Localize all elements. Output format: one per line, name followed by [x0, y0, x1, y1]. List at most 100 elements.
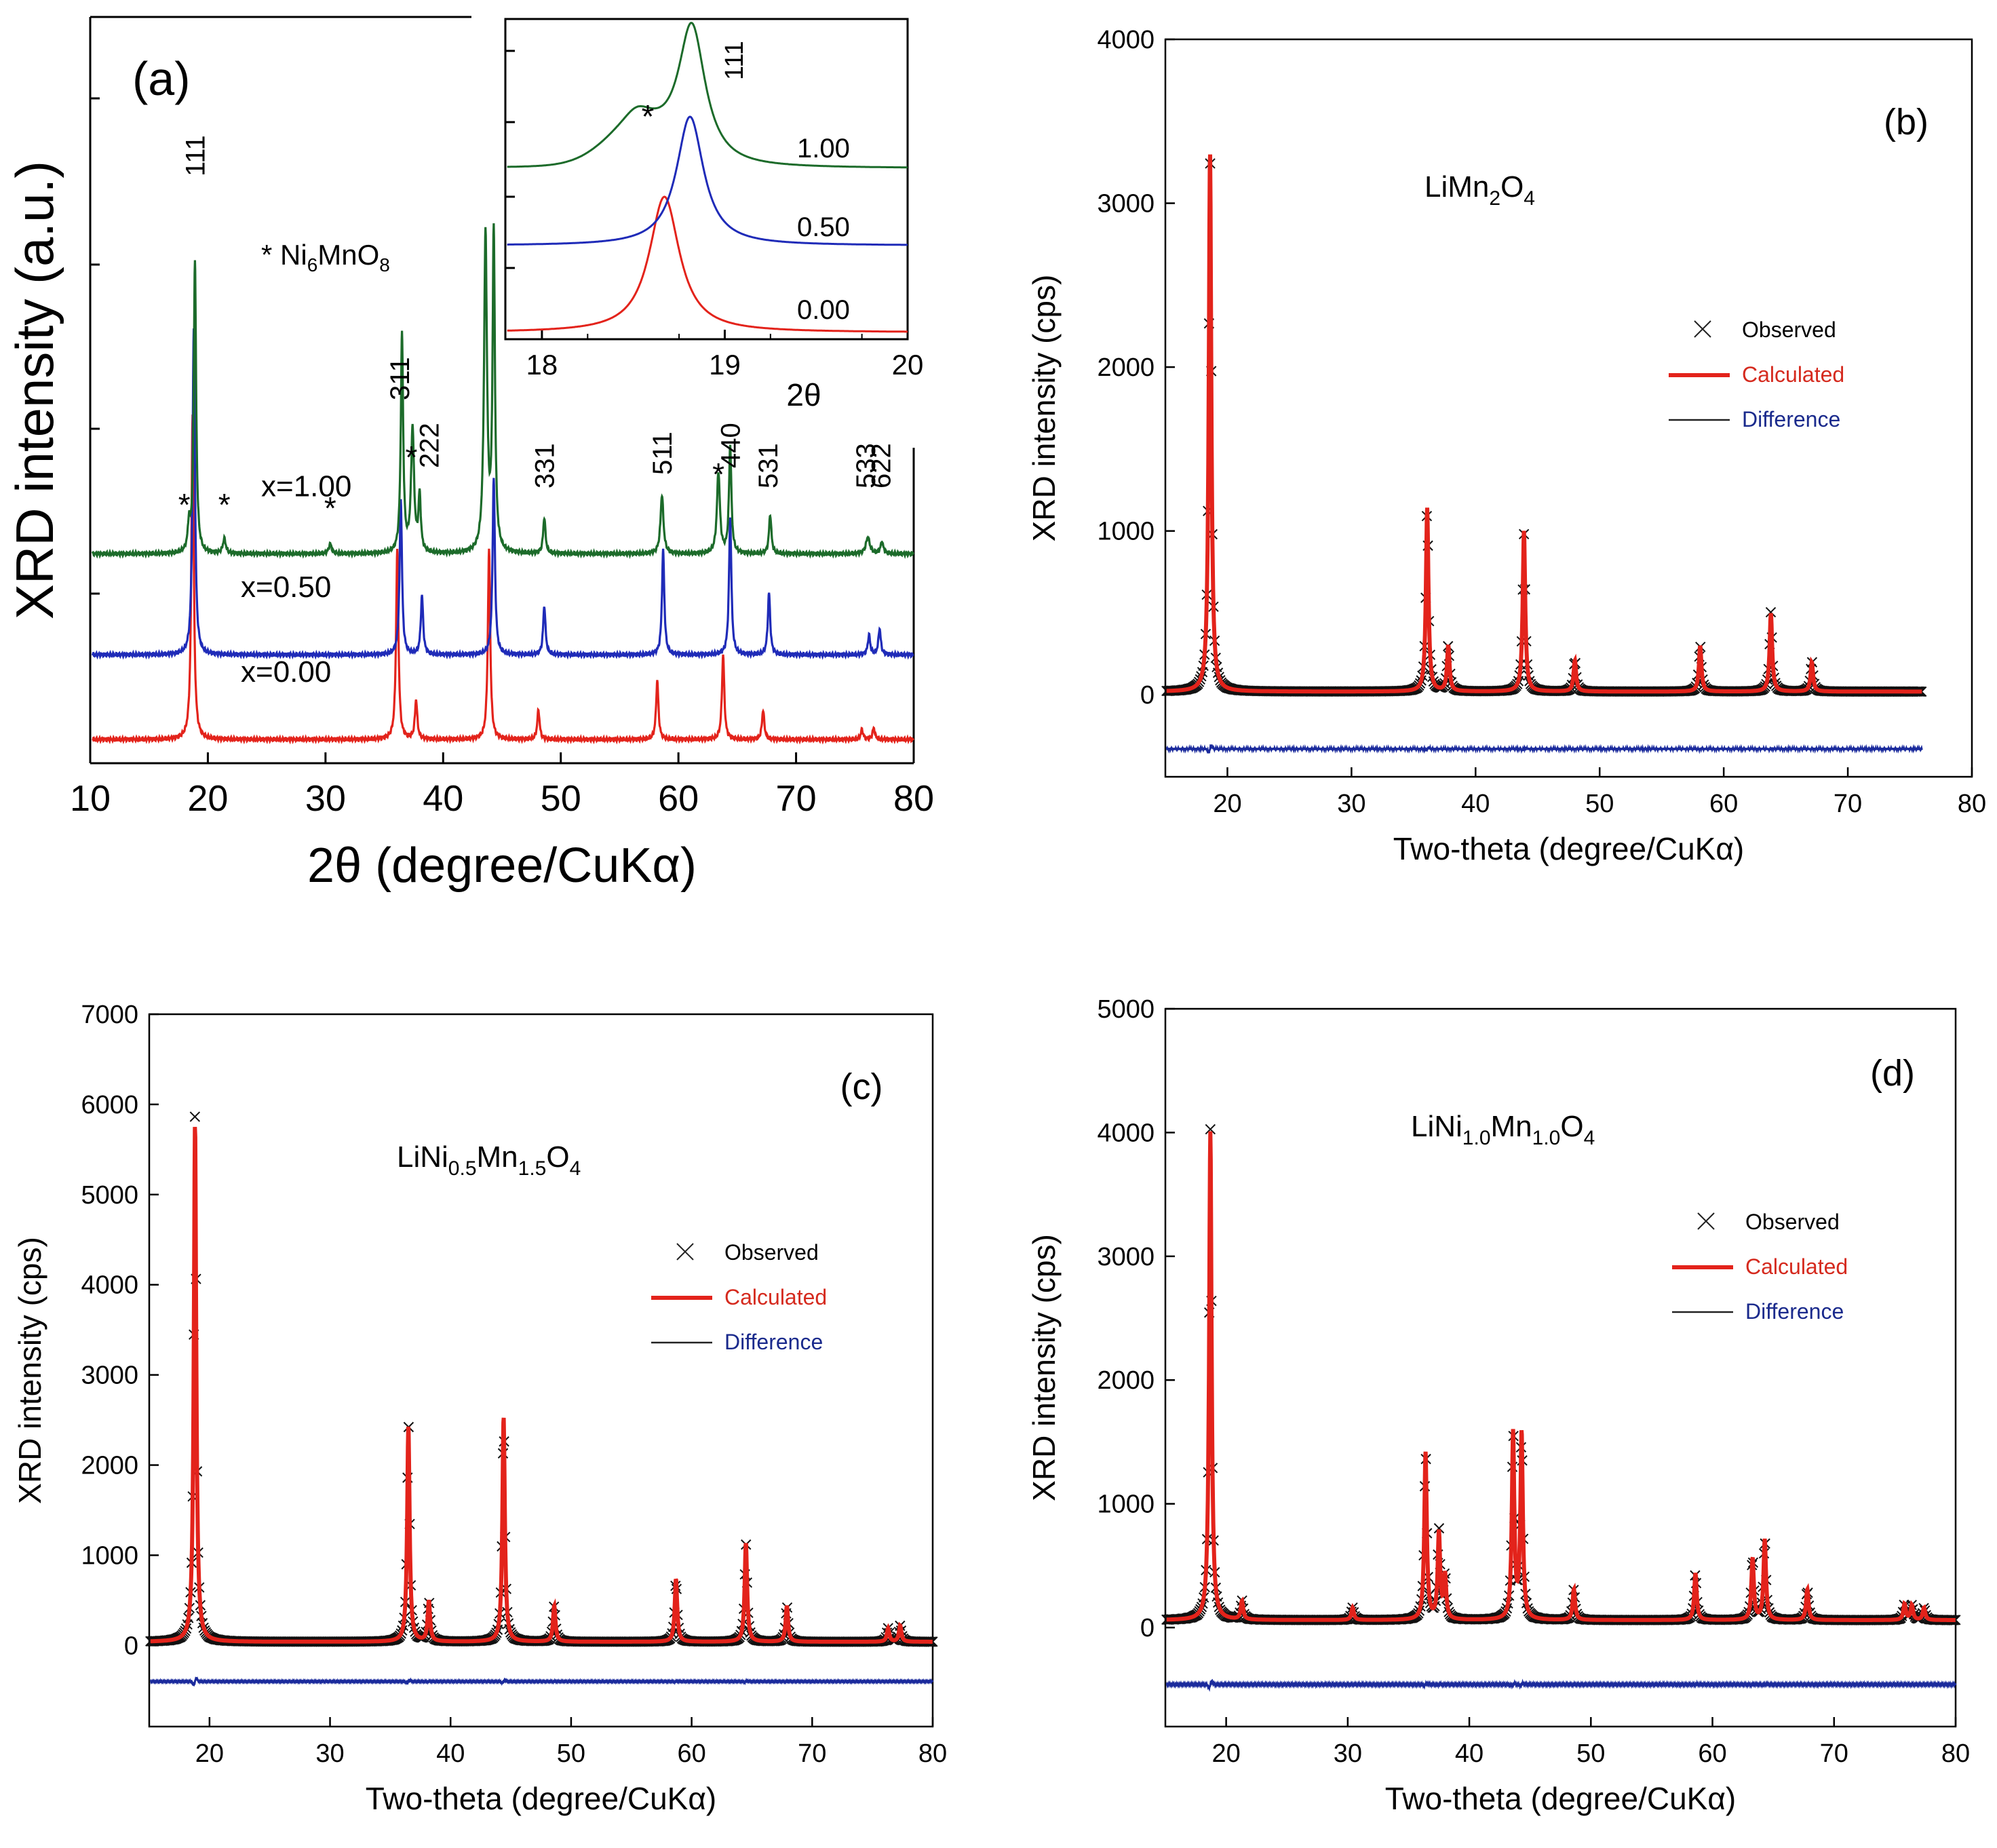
panel-b-y-tick-label-3000: 3000 — [1097, 190, 1155, 218]
inset-hkl-label: 111 — [720, 41, 749, 80]
panel-d-legend-difference-label: Difference — [1745, 1299, 1844, 1324]
panel-c-x-tick-label-60: 60 — [677, 1739, 705, 1768]
panel-b-compound-part-4: 4 — [1524, 187, 1535, 210]
panel-c-compound-part-3: 1.5 — [518, 1157, 547, 1180]
panel-c-compound-label: LiNi0.5Mn1.5O4 — [397, 1140, 581, 1180]
panel-a-x-tick-label-30: 30 — [305, 778, 346, 819]
panel-b-x-tick-label-80: 80 — [1958, 790, 1986, 818]
panel-a-impurity-star-0: * — [178, 487, 191, 522]
panel-d-compound-part-0: LiNi — [1411, 1110, 1462, 1143]
panel-c-legend-observed-label: Observed — [724, 1240, 819, 1265]
panel-a-series-line-x=0.50 — [91, 328, 914, 660]
panel-b-x-tick-label-40: 40 — [1461, 790, 1490, 818]
panel-a-x-axis-label: 2θ (degree/CuKα) — [307, 839, 697, 893]
panel-b-legend-observed-label: Observed — [1742, 317, 1836, 342]
panel-a-impurity-star-1: * — [218, 487, 231, 522]
panel-d-compound-part-3: 1.0 — [1532, 1127, 1561, 1149]
panel-b-label: (b) — [1884, 102, 1928, 142]
panel-d-y-tick-label-5000: 5000 — [1097, 995, 1155, 1024]
panel-a-series-line-x=0.00 — [92, 414, 915, 745]
panel-c-x-tick-label-30: 30 — [315, 1739, 344, 1768]
panel-c-y-tick-label-2000: 2000 — [81, 1452, 138, 1480]
panel-c-calculated-line — [150, 1126, 933, 1644]
panel-d-compound-part-2: Mn — [1491, 1110, 1532, 1143]
panel-d-difference-line — [1165, 1678, 1957, 1692]
panel-b-x-tick-label-20: 20 — [1213, 790, 1241, 818]
panel-a-x-tick-label-70: 70 — [776, 778, 817, 819]
panel-d-observed-point — [1433, 1523, 1445, 1534]
panel-c-x-axis-label: Two-theta (degree/CuKα) — [366, 1781, 717, 1816]
panel-c-legend: Observed Calculated Difference — [651, 1240, 827, 1354]
panel-d-x-tick-label-50: 50 — [1576, 1739, 1605, 1768]
panel-a-hkl-label-222: 222 — [414, 423, 444, 468]
panel-d-y-tick-label-3000: 3000 — [1097, 1243, 1155, 1271]
panel-c-difference-line — [149, 1676, 934, 1687]
panel-b-y-tick-label-2000: 2000 — [1097, 353, 1155, 382]
panel-c-x-tick-label-50: 50 — [557, 1739, 585, 1768]
panel-a-hkl-label-531: 531 — [754, 443, 783, 488]
panel-a-frame — [89, 16, 915, 765]
panel-a-series-label-x=0.00: x=0.00 — [241, 655, 331, 689]
panel-d-x-tick-label-20: 20 — [1211, 1739, 1240, 1768]
panel-a-hkl-label-311: 311 — [385, 357, 415, 400]
panel-d-compound-part-5: 4 — [1584, 1127, 1595, 1149]
panel-d-label: (d) — [1870, 1053, 1915, 1094]
panel-b-compound-part-0: Li — [1424, 170, 1448, 204]
panel-b-y-axis-label: XRD intensity (cps) — [1026, 275, 1062, 542]
panel-c-frame — [148, 1013, 934, 1728]
panel-a-impurity-note-part-0: * Ni — [261, 239, 307, 271]
panel-c-compound-part-4: O — [546, 1140, 569, 1174]
panel-b-compound-part-2: 2 — [1489, 187, 1500, 210]
inset-series-line-0.50 — [507, 115, 908, 246]
panel-b-legend-observed-marker — [1694, 320, 1711, 338]
panel-c-compound-part-0: LiNi — [397, 1140, 448, 1174]
panel-a-x-ticks: 10 20 30 40 50 60 70 80 — [70, 752, 934, 819]
panel-a-x-tick-label-50: 50 — [541, 778, 581, 819]
panel-d-x-tick-label-80: 80 — [1941, 1739, 1970, 1768]
panel-b-legend: Observed Calculated Difference — [1669, 317, 1844, 431]
panel-d-y-tick-label-2000: 2000 — [1097, 1366, 1155, 1395]
inset-impurity-star: * — [642, 99, 655, 135]
panel-c-compound-part-1: 0.5 — [448, 1157, 477, 1180]
inset-series-line-0.00 — [507, 195, 908, 333]
panel-b-y-tick-label-1000: 1000 — [1097, 518, 1155, 546]
panel-a-impurity-star-4: * — [712, 457, 724, 492]
panel-d-x-tick-label-70: 70 — [1820, 1739, 1848, 1768]
panel-c-x-tick-label-70: 70 — [798, 1739, 826, 1768]
panel-b-x-axis-label: Two-theta (degree/CuKα) — [1393, 831, 1745, 866]
panel-c-y-tick-label-4000: 4000 — [81, 1271, 138, 1300]
panel-c-x-tick-label-20: 20 — [195, 1739, 224, 1768]
panel-c-y-tick-label-6000: 6000 — [81, 1091, 138, 1119]
panel-b-compound-label: LiMn2O4 — [1424, 170, 1535, 210]
panel-b-legend-calculated-label: Calculated — [1742, 362, 1844, 387]
inset-series-label-1.00: 1.00 — [797, 134, 850, 163]
panel-b-observed-point — [1765, 607, 1777, 618]
panel-a-impurity-note: * Ni6MnO8 — [261, 239, 390, 275]
panel-a-hkl-label-331: 331 — [530, 443, 560, 488]
panel-d-x-axis-label: Two-theta (degree/CuKα) — [1385, 1781, 1737, 1816]
panel-d-legend-observed-marker — [1697, 1212, 1715, 1230]
panel-c-y-tick-label-1000: 1000 — [81, 1541, 138, 1570]
panel-c-compound-part-2: Mn — [477, 1140, 518, 1174]
panel-c-x-tick-label-40: 40 — [436, 1739, 465, 1768]
panel-a-impurity-note-part-3: 8 — [379, 254, 390, 275]
inset-x-tick-label-18: 18 — [526, 349, 558, 381]
panel-c-y-tick-label-3000: 3000 — [81, 1362, 138, 1390]
panel-d-x-tick-label-40: 40 — [1455, 1739, 1484, 1768]
panel-c-y-tick-label-0: 0 — [124, 1632, 138, 1660]
panel-a-x-tick-label-60: 60 — [658, 778, 699, 819]
panel-c-compound-part-5: 4 — [570, 1157, 581, 1180]
panel-a-hkl-label-533: 533 — [851, 443, 881, 488]
panel-a-x-tick-label-10: 10 — [70, 778, 111, 819]
panel-a-impurity-star-3: * — [406, 440, 418, 475]
panel-c-observed-point — [189, 1111, 201, 1122]
panel-a-hkl-label-511: 511 — [648, 431, 678, 475]
panel-c-legend-calculated-label: Calculated — [724, 1285, 827, 1309]
panel-a-series-line-x=1.00 — [91, 223, 914, 559]
panel-d-compound-part-4: O — [1560, 1110, 1583, 1143]
panel-b-y-tick-label-4000: 4000 — [1097, 26, 1155, 54]
panel-b-compound-part-1: Mn — [1448, 170, 1489, 204]
